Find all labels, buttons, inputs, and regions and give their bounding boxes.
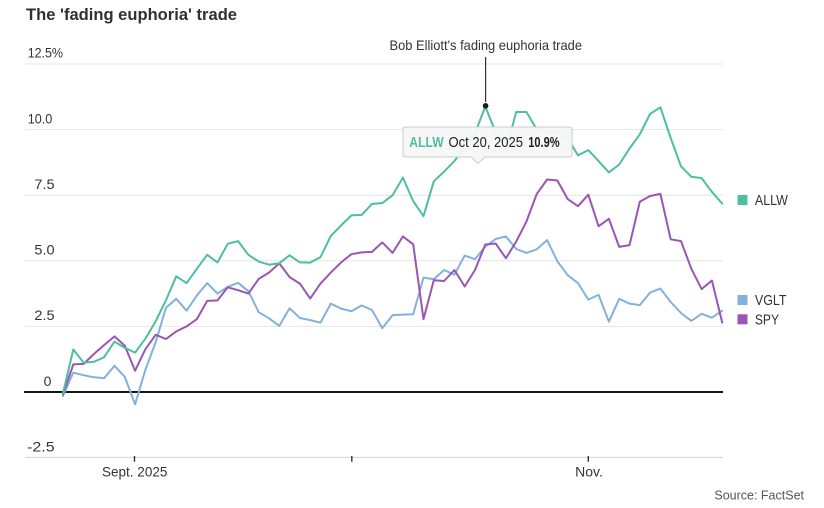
svg-text:10.9%: 10.9% [528, 134, 559, 151]
svg-text:SPY: SPY [755, 312, 779, 328]
svg-text:Sept. 2025: Sept. 2025 [102, 464, 168, 480]
svg-text:The 'fading euphoria' trade: The 'fading euphoria' trade [26, 5, 237, 24]
svg-text:7.5: 7.5 [34, 176, 54, 192]
svg-text:ALLW: ALLW [409, 134, 444, 151]
svg-text:VGLT: VGLT [755, 293, 787, 309]
svg-text:2.5: 2.5 [34, 307, 54, 323]
svg-text:-2.5: -2.5 [27, 438, 55, 454]
svg-text:ALLW: ALLW [755, 193, 788, 209]
svg-text:10.0: 10.0 [28, 111, 53, 127]
svg-text:12.5%: 12.5% [28, 45, 63, 61]
svg-text:Bob Elliott's fading euphoria: Bob Elliott's fading euphoria trade [390, 37, 583, 53]
svg-text:5.0: 5.0 [34, 242, 54, 258]
svg-text:Nov.: Nov. [575, 464, 603, 480]
svg-text:Oct 20, 2025: Oct 20, 2025 [449, 134, 524, 151]
svg-text:0: 0 [44, 373, 52, 389]
svg-text:Source: FactSet: Source: FactSet [714, 489, 804, 503]
